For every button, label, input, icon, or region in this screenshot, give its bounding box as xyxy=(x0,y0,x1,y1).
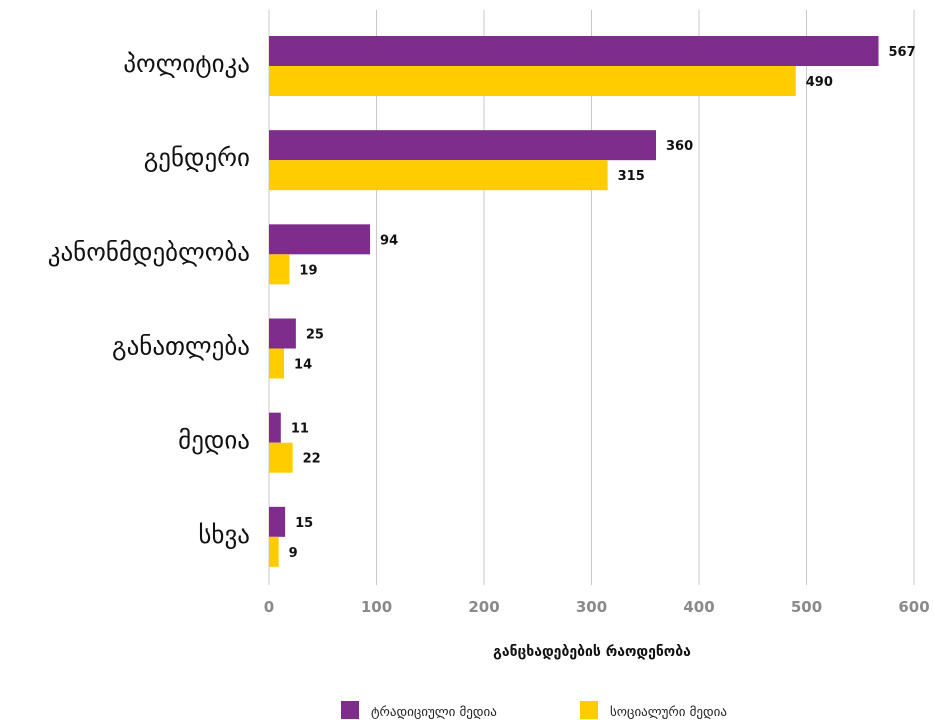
x-tick-label: 300 xyxy=(576,598,607,616)
legend-label: სოციალური მედია xyxy=(610,705,727,720)
data-label: 25 xyxy=(306,328,324,343)
bar-social xyxy=(269,160,608,191)
data-label: 15 xyxy=(295,516,313,531)
legend: ტრადიციული მედია სოციალური მედია xyxy=(341,701,727,720)
x-tick-label: 400 xyxy=(683,598,714,616)
category-label: სხვა xyxy=(198,520,250,549)
bar-traditional xyxy=(269,318,296,349)
category-label: გენდერი xyxy=(144,143,250,172)
bar-traditional xyxy=(269,224,371,255)
legend-label: ტრადიციული მედია xyxy=(371,705,497,720)
category-labels: პოლიტიკა გენდერი კანონმდებლობა განათლება მედ… xyxy=(48,49,250,549)
data-label: 22 xyxy=(303,452,321,467)
bar-social xyxy=(269,442,293,473)
bar-traditional xyxy=(269,506,286,537)
bar-traditional xyxy=(269,36,879,66)
legend-swatch xyxy=(341,701,359,719)
category-label: მედია xyxy=(178,426,250,455)
bar-social xyxy=(269,254,290,285)
data-label: 9 xyxy=(289,546,298,561)
category-label: პოლიტიკა xyxy=(123,49,250,78)
data-label: 94 xyxy=(380,233,398,248)
bar-traditional xyxy=(269,130,656,161)
data-label: 567 xyxy=(889,45,916,60)
data-label: 19 xyxy=(299,263,317,278)
category-label: კანონმდებლობა xyxy=(48,237,250,266)
bar-social xyxy=(269,66,796,96)
x-tick-label: 100 xyxy=(361,598,392,616)
x-tick-label: 200 xyxy=(468,598,499,616)
bar-social xyxy=(269,536,279,567)
data-label: 315 xyxy=(618,169,645,184)
gridlines xyxy=(268,10,915,585)
x-tick-label: 500 xyxy=(791,598,822,616)
data-label: 490 xyxy=(806,75,833,90)
data-label: 360 xyxy=(666,139,693,154)
x-axis-title: განცხადებების რაოდენობა xyxy=(493,644,691,660)
bars: 567 490 360 315 94 19 25 14 11 22 15 9 xyxy=(269,36,916,567)
data-label: 14 xyxy=(294,358,312,373)
data-label: 11 xyxy=(291,422,309,437)
x-tick-label: 600 xyxy=(898,598,929,616)
legend-swatch xyxy=(580,701,598,719)
bar-traditional xyxy=(269,412,281,443)
x-tick-label: 0 xyxy=(264,598,274,616)
bar-social xyxy=(269,348,285,379)
x-tick-labels: 0 100 200 300 400 500 600 xyxy=(264,598,930,616)
category-label: განათლება xyxy=(112,332,250,361)
